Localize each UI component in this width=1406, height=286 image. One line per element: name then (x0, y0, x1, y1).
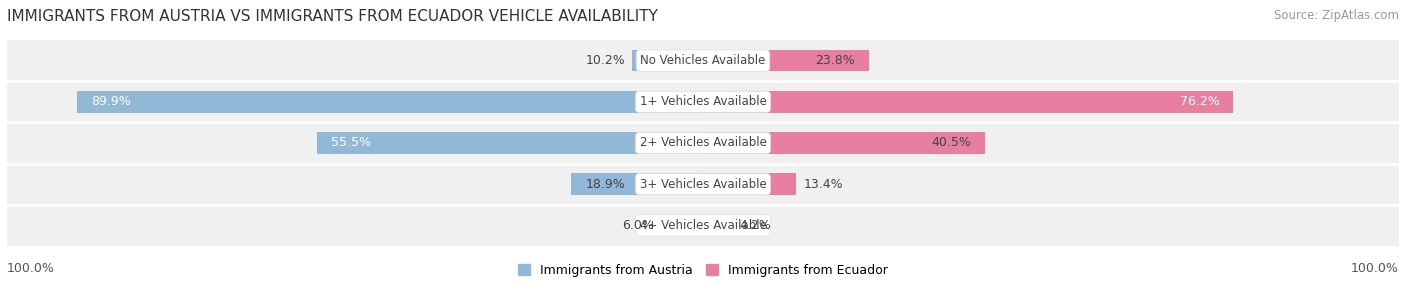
Bar (571, 174, 703, 195)
FancyBboxPatch shape (7, 164, 1399, 205)
Text: 23.8%: 23.8% (815, 54, 855, 67)
Text: Source: ZipAtlas.com: Source: ZipAtlas.com (1274, 9, 1399, 21)
Text: IMMIGRANTS FROM AUSTRIA VS IMMIGRANTS FROM ECUADOR VEHICLE AVAILABILITY: IMMIGRANTS FROM AUSTRIA VS IMMIGRANTS FR… (7, 9, 658, 23)
FancyBboxPatch shape (7, 81, 1399, 122)
Text: 3+ Vehicles Available: 3+ Vehicles Available (640, 178, 766, 191)
Bar (661, 215, 703, 236)
Text: 2+ Vehicles Available: 2+ Vehicles Available (640, 136, 766, 150)
Text: 40.5%: 40.5% (931, 136, 972, 150)
Text: 4+ Vehicles Available: 4+ Vehicles Available (640, 219, 766, 232)
Text: 100.0%: 100.0% (7, 262, 55, 275)
FancyBboxPatch shape (7, 40, 1399, 81)
Text: 6.0%: 6.0% (623, 219, 654, 232)
Bar (703, 174, 796, 195)
Text: 76.2%: 76.2% (1180, 95, 1219, 108)
Text: 13.4%: 13.4% (803, 178, 842, 191)
Text: 1+ Vehicles Available: 1+ Vehicles Available (640, 95, 766, 108)
Bar (703, 50, 869, 71)
Bar (703, 91, 1233, 112)
Text: No Vehicles Available: No Vehicles Available (640, 54, 766, 67)
Bar (703, 215, 733, 236)
Bar (316, 132, 703, 154)
Bar (703, 132, 984, 154)
FancyBboxPatch shape (7, 122, 1399, 164)
Legend: Immigrants from Austria, Immigrants from Ecuador: Immigrants from Austria, Immigrants from… (517, 264, 889, 277)
Bar (77, 91, 703, 112)
FancyBboxPatch shape (7, 205, 1399, 246)
Text: 18.9%: 18.9% (585, 178, 626, 191)
Text: 55.5%: 55.5% (330, 136, 371, 150)
Text: 100.0%: 100.0% (1351, 262, 1399, 275)
Bar (633, 50, 703, 71)
Text: 10.2%: 10.2% (585, 54, 626, 67)
Text: 4.2%: 4.2% (740, 219, 770, 232)
Text: 89.9%: 89.9% (91, 95, 131, 108)
